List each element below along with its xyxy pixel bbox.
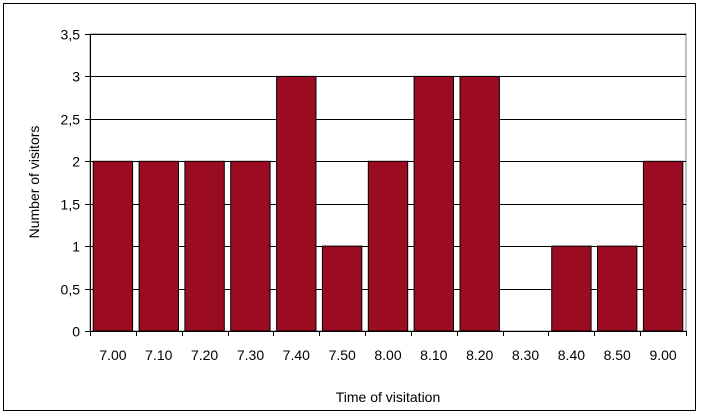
y-tick-label: 0: [72, 324, 80, 340]
y-tick-label: 3: [72, 69, 80, 85]
y-tick-label: 1,5: [61, 197, 81, 213]
bars: [92, 75, 684, 332]
y-tick-label: 3,5: [61, 27, 81, 43]
y-tick-label: 1: [72, 239, 80, 255]
x-tick-label: 7.00: [99, 347, 126, 363]
x-tick-label: 7.20: [191, 347, 218, 363]
x-tick-label: 8.30: [512, 347, 539, 363]
x-tick-label: 7.40: [283, 347, 310, 363]
bar: [459, 75, 500, 332]
y-tick-label: 2: [72, 154, 80, 170]
bar: [597, 245, 638, 332]
y-axis-title: Number of visitors: [26, 126, 42, 239]
bar: [92, 160, 134, 332]
bar: [413, 75, 455, 332]
x-tick-label: 8.10: [420, 347, 447, 363]
bar: [230, 160, 271, 332]
y-tick-label: 0,5: [61, 282, 81, 298]
y-tick-labels: 0 0,5 1 1,5 2 2,5 3 3,5: [61, 27, 81, 340]
x-tick-label: 7.50: [329, 347, 356, 363]
x-tick-label: 7.10: [145, 347, 172, 363]
x-tick-labels: 7.00 7.10 7.20 7.30 7.40 7.50 8.00 8.10 8.20 8.30…: [99, 347, 677, 363]
bar: [138, 160, 180, 332]
x-axis-title: Time of visitation: [336, 389, 441, 405]
x-tick-label: 8.20: [466, 347, 493, 363]
bar: [321, 245, 363, 332]
x-tick-label: 8.50: [604, 347, 631, 363]
x-tick-label: 7.30: [237, 347, 264, 363]
axes: [85, 34, 687, 336]
y-tick-label: 2,5: [61, 112, 81, 128]
bar: [367, 160, 409, 332]
bar: [551, 245, 592, 332]
bar: [184, 160, 225, 332]
bar: [276, 75, 317, 332]
bar: [642, 160, 684, 332]
x-tick-label: 9.00: [649, 347, 676, 363]
x-tick-label: 8.00: [374, 347, 401, 363]
x-tick-label: 8.40: [558, 347, 585, 363]
